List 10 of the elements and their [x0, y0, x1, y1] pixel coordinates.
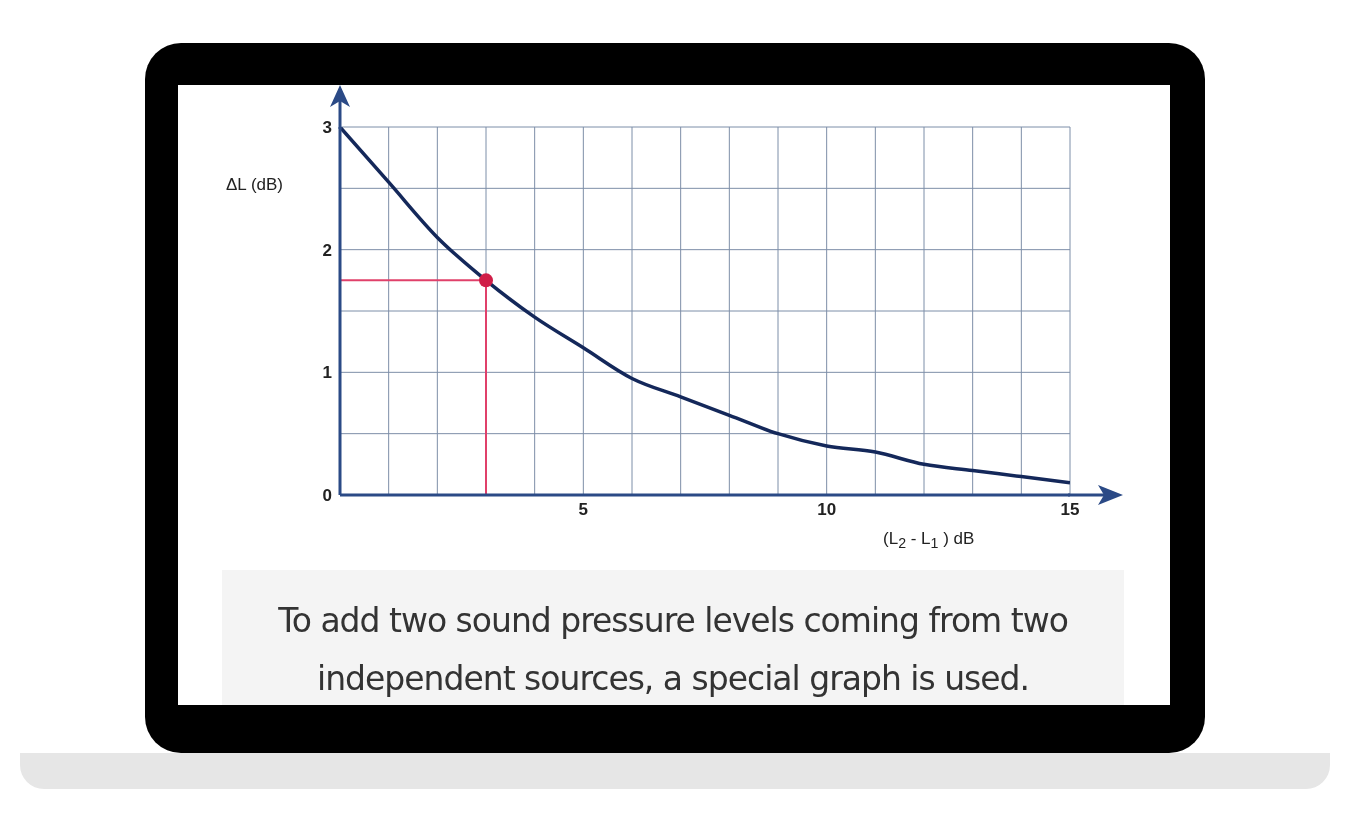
- y-tick-label: 1: [322, 363, 332, 383]
- x-tick-label: 15: [1060, 500, 1080, 520]
- x-axis-title: (L$_{2}$ - L$_{1}$ ) dB: [883, 529, 975, 552]
- text: To add two sound pressure levels coming from two independent sources, a special graph is used.: [222, 570, 1124, 705]
- y-tick-label: 0: [322, 486, 332, 506]
- y-axis-title: ΔL (dB): [226, 175, 284, 195]
- y-tick-label: 3: [322, 118, 332, 138]
- x-tick-label: 5: [578, 500, 589, 520]
- x-tick-label: 10: [817, 500, 837, 520]
- y-tick-label: 2: [322, 240, 332, 260]
